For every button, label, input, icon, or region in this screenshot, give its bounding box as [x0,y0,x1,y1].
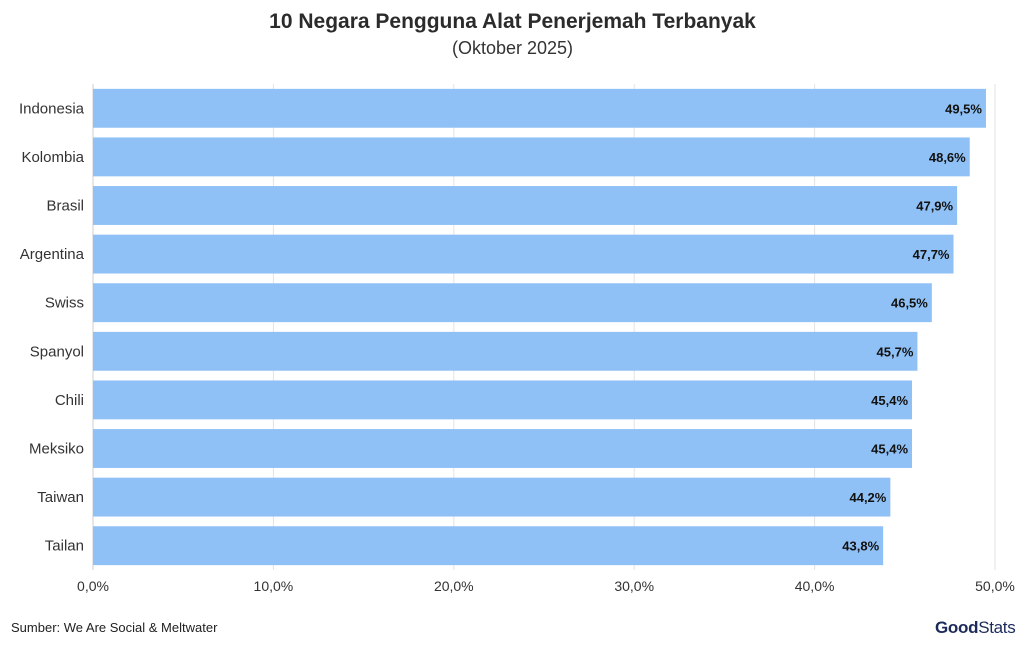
chart-subtitle: (Oktober 2025) [451,38,574,58]
labels: 0,0% 10,0% 20,0% 30,0% 40,0% 50,0% Indonesia 49… [19,100,1015,594]
data-label: 49,5% [945,101,982,116]
category-label: Argentina [20,246,85,263]
bar [93,88,986,128]
source-note: Sumber: We Are Social & Meltwater [11,620,218,635]
bar [93,186,958,225]
data-label: 45,4% [871,442,908,457]
x-tick-label: 20,0% [434,578,474,594]
bar [93,429,913,468]
bar [93,477,891,517]
category-label: Chili [55,392,84,409]
x-tick-label: 40,0% [795,578,835,594]
bar [93,137,970,177]
data-label: 48,6% [929,150,966,165]
x-tick-label: 50,0% [975,578,1015,594]
category-label: Taiwan [37,489,84,506]
data-label: 45,4% [871,393,908,408]
bar [93,331,918,371]
category-label: Indonesia [19,100,85,117]
data-label: 43,8% [842,539,879,554]
brand-good: Good [935,618,979,637]
x-tick-label: 30,0% [614,578,654,594]
category-label: Swiss [45,295,84,312]
data-label: 47,9% [916,199,953,214]
bars [93,88,986,566]
category-label: Spanyol [30,343,84,360]
x-tick-label: 0,0% [77,578,109,594]
data-label: 45,7% [877,344,914,359]
category-label: Brasil [46,198,84,215]
data-label: 44,2% [849,490,886,505]
x-tick-label: 10,0% [254,578,294,594]
category-label: Tailan [45,538,84,555]
bar [93,234,954,274]
data-label: 46,5% [891,296,928,311]
bar [93,283,932,323]
bar [93,380,913,420]
bar [93,526,884,566]
category-label: Kolombia [21,149,84,166]
category-label: Meksiko [29,441,84,458]
goodstats-logo: GoodStats [935,618,1016,638]
data-label: 47,7% [913,247,950,262]
chart-title: 10 Negara Pengguna Alat Penerjemah Terba… [269,10,756,33]
brand-stats: Stats [978,618,1016,637]
